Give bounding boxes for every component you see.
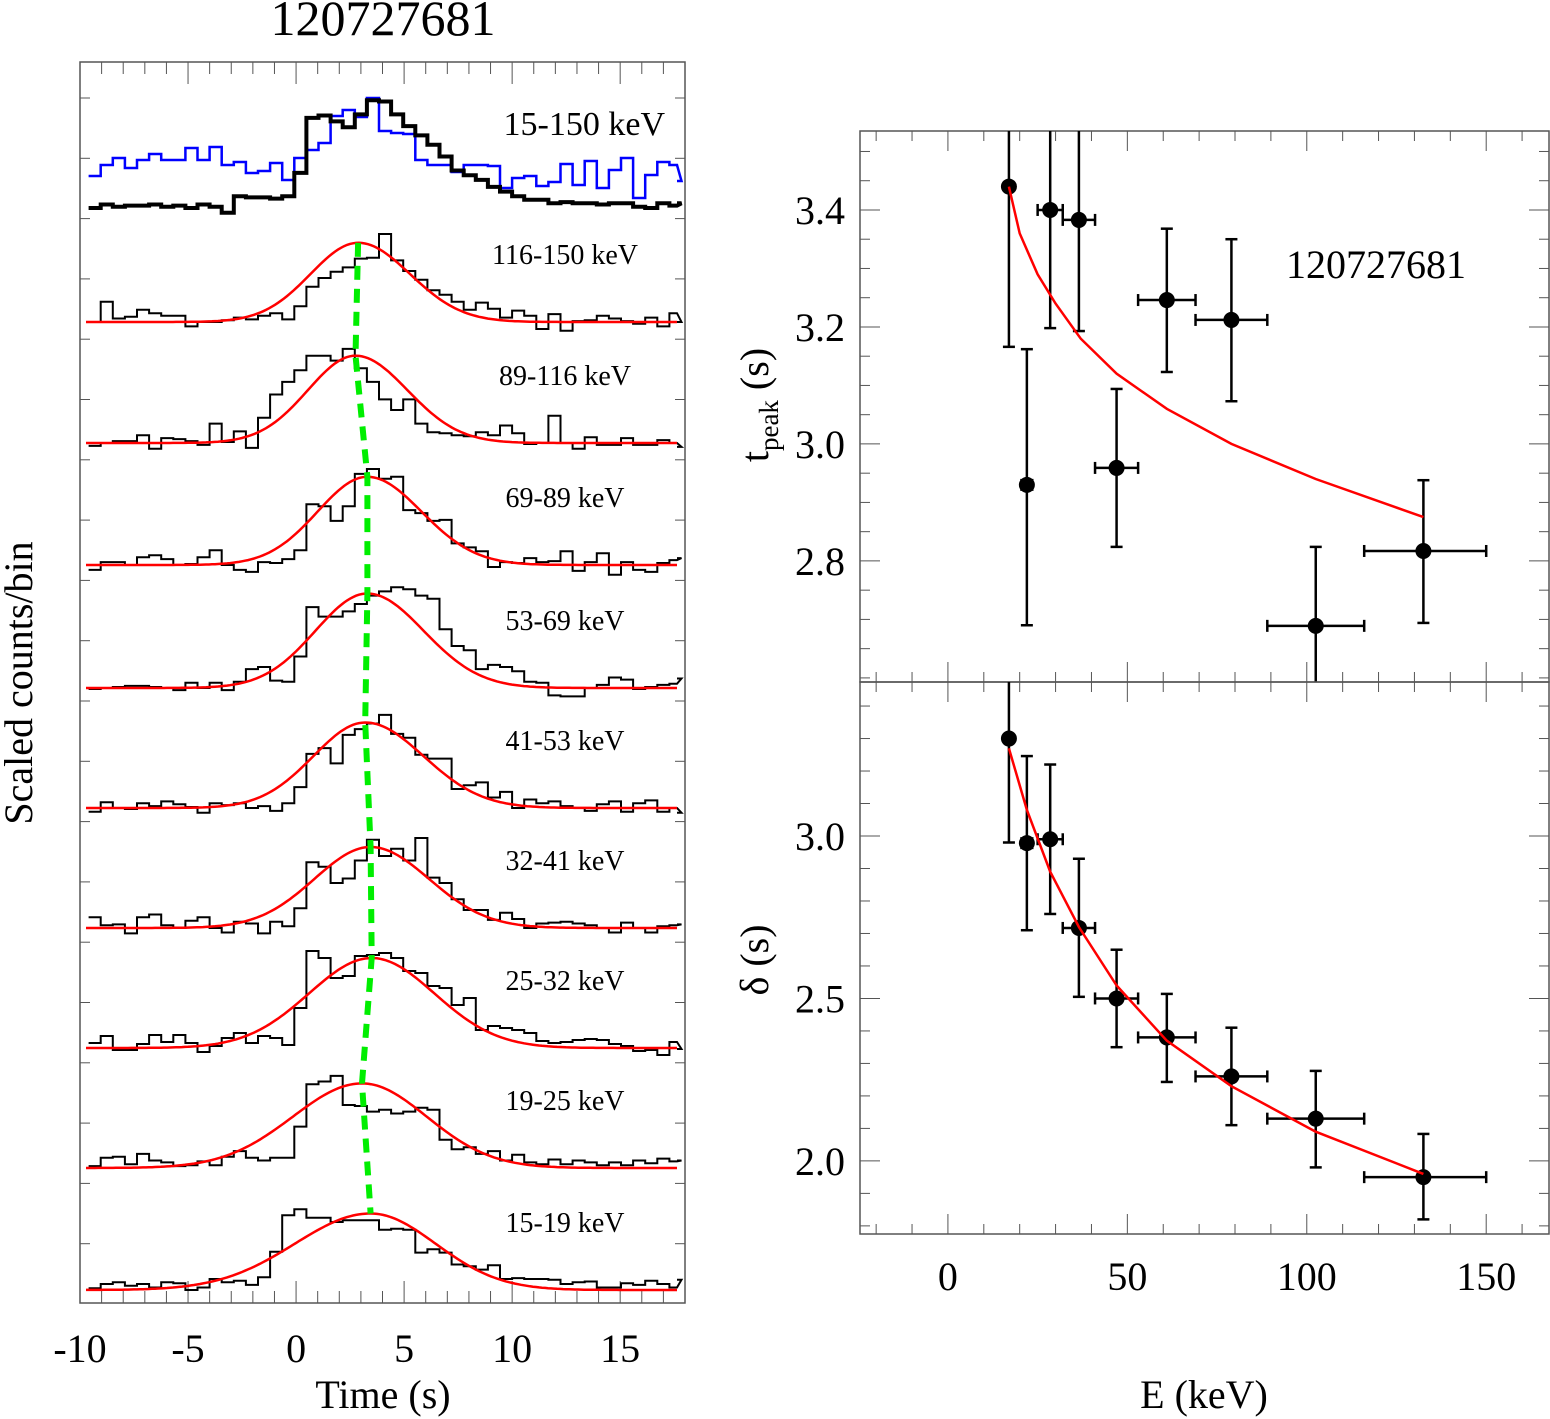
delta-data-point (1307, 1110, 1324, 1127)
band-model-curve (86, 956, 677, 1050)
band-label: 69-89 keV (506, 483, 625, 514)
tpeak-annotation: 120727681 (1286, 242, 1466, 287)
band-model-curve (86, 241, 677, 324)
band-model-curve (86, 592, 677, 690)
band-label: 15-150 keV (504, 106, 666, 143)
tpeak-y-axis-label: tpeak (s) (732, 348, 784, 462)
delta-y-tick-label: 2.0 (795, 1139, 845, 1184)
delta-y-axis-label: δ (s) (732, 924, 777, 995)
delta-x-tick-label: 50 (1107, 1254, 1147, 1299)
delta-data-point (1223, 1068, 1240, 1085)
left-x-tick-label: -5 (171, 1326, 204, 1371)
delta-x-tick-label: 100 (1277, 1254, 1337, 1299)
tpeak-y-tick-label: 2.8 (795, 539, 845, 584)
band-model-curve (86, 1212, 677, 1292)
soft-band-histogram (88, 96, 684, 200)
right-x-axis-label: E (keV) (1140, 1372, 1268, 1417)
tpeak-data-point (1042, 201, 1059, 218)
band-label: 32-41 keV (506, 846, 625, 877)
tpeak-label-main: t (732, 451, 777, 462)
tpeak-data-point (1415, 542, 1432, 559)
delta-panel: 2.0 2.5 3.0 0 50 100 150 (795, 681, 1550, 1299)
tpeak-label-sub: peak (754, 400, 784, 451)
tpeak-data-point (1018, 476, 1035, 493)
delta-data-point (1108, 990, 1125, 1007)
delta-x-tick-label: 0 (938, 1254, 958, 1299)
delta-y-tick-label: 2.5 (795, 976, 845, 1021)
left-x-tick-label: 15 (600, 1326, 640, 1371)
tpeak-data-point (1108, 459, 1125, 476)
band-label: 25-32 keV (506, 966, 625, 997)
left-x-tick-label: 0 (286, 1326, 306, 1371)
left-y-axis-label: Scaled counts/bin (0, 541, 41, 824)
band-model-curve (86, 845, 677, 930)
tpeak-data-point (1223, 311, 1240, 328)
tpeak-data-point (1070, 211, 1087, 228)
band-model-curve (86, 721, 677, 810)
left-x-tick-label: 5 (394, 1326, 414, 1371)
tpeak-panel: 2.8 3.0 3.2 3.4 (795, 130, 1550, 683)
tpeak-data-point (1000, 178, 1017, 195)
band-histogram (88, 586, 684, 698)
delta-x-tick-label: 150 (1456, 1254, 1516, 1299)
delta-frame (859, 681, 1550, 1235)
delta-data-group (1000, 682, 1488, 1221)
tpeak-y-tick-label: 3.0 (795, 422, 845, 467)
tpeak-y-tick-label: 3.4 (795, 188, 845, 233)
tpeak-y-tick-label: 3.2 (795, 305, 845, 350)
band-label: 53-69 keV (506, 606, 625, 637)
band-model-curve (86, 475, 677, 567)
left-title: 120727681 (271, 0, 496, 46)
delta-y-tick-label: 3.0 (795, 814, 845, 859)
band-label: 41-53 keV (506, 726, 625, 757)
band-label: 19-25 keV (506, 1086, 625, 1117)
band-histogram (88, 468, 682, 576)
band-histogram (88, 1208, 684, 1291)
band-label: 89-116 keV (499, 361, 631, 392)
delta-data-point (1000, 730, 1017, 747)
left-x-tick-label: 10 (492, 1326, 532, 1371)
band-histogram (88, 347, 685, 450)
band-model-curve (86, 354, 677, 445)
total-band-histogram (88, 98, 683, 215)
left-x-axis-label: Time (s) (315, 1372, 450, 1417)
delta-data-point (1042, 831, 1059, 848)
delta-data-point (1158, 1029, 1175, 1046)
band-label: 15-19 keV (506, 1208, 625, 1239)
band-label: 116-150 keV (492, 240, 638, 271)
left-x-tick-label: -10 (53, 1326, 106, 1371)
band-model-curve (86, 1082, 677, 1170)
tpeak-label-unit: (s) (732, 348, 777, 400)
band-histogram (88, 233, 684, 332)
tpeak-data-point (1158, 292, 1175, 309)
delta-model-curve (1007, 747, 1424, 1176)
left-lightcurve-panel: -10 -5 0 5 10 15 15-150 keV 116-150 keV 89-116 k… (53, 61, 686, 1371)
tpeak-data-group (1000, 131, 1488, 682)
delta-data-point (1018, 835, 1035, 852)
tpeak-model-curve (1007, 186, 1424, 519)
tpeak-data-point (1307, 617, 1324, 634)
tpeak-frame (859, 130, 1550, 683)
band-histogram (88, 837, 682, 935)
